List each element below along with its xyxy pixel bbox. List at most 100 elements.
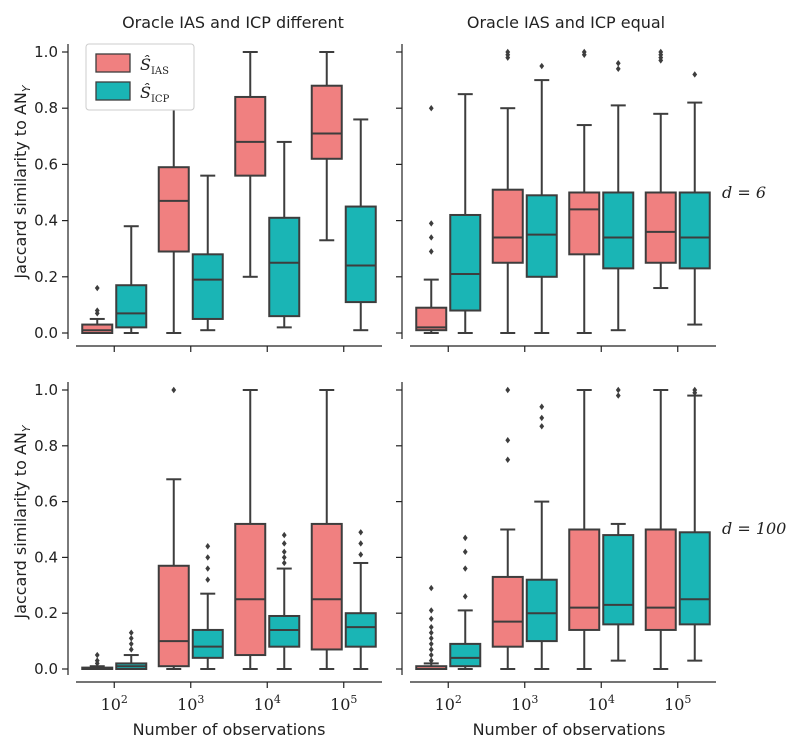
box-body bbox=[525, 578, 558, 643]
outlier-point bbox=[615, 60, 621, 67]
outlier-point bbox=[128, 640, 134, 648]
box-icp-10^2 bbox=[449, 534, 482, 670]
box-icp-10^5 bbox=[344, 118, 377, 332]
x-tick-base: 10 bbox=[177, 695, 197, 714]
y-tick-label: 0.8 bbox=[34, 99, 58, 117]
outlier-point bbox=[462, 593, 468, 600]
x-axis-label-2: Number of observations bbox=[473, 720, 666, 739]
outlier-point bbox=[428, 615, 434, 622]
outlier-point bbox=[505, 437, 511, 444]
box-icp-10^3 bbox=[525, 62, 558, 334]
outlier-point bbox=[615, 65, 621, 73]
x-tick-base: 10 bbox=[664, 695, 684, 714]
outlier-point bbox=[128, 629, 134, 636]
x-tick-exponent: 5 bbox=[684, 693, 691, 706]
box-body bbox=[234, 522, 267, 657]
x-tick-base: 10 bbox=[254, 695, 274, 714]
outlier-point bbox=[171, 386, 177, 394]
box-body bbox=[157, 166, 190, 253]
box-body bbox=[449, 213, 482, 312]
outlier-point bbox=[505, 456, 511, 463]
box-body bbox=[568, 191, 601, 256]
outlier-point bbox=[462, 565, 468, 572]
outlier-point bbox=[281, 531, 287, 539]
box-ias-10^5 bbox=[644, 389, 677, 670]
y-axis-label-1-sub: Y bbox=[20, 84, 33, 92]
box-icp-10^5 bbox=[344, 529, 377, 670]
box-body bbox=[115, 284, 148, 329]
panel-4: 102 103 104 105 bbox=[396, 382, 716, 714]
outlier-point bbox=[428, 651, 434, 659]
x-tick-exponent: 5 bbox=[350, 693, 357, 706]
outlier-point bbox=[428, 248, 434, 255]
outlier-point bbox=[281, 540, 287, 547]
x-tick-exponent: 3 bbox=[531, 693, 538, 706]
box-icp-10^4 bbox=[602, 386, 635, 662]
x-tick-label: 104 bbox=[588, 693, 615, 714]
box-ias-10^2 bbox=[81, 284, 114, 335]
box-ias-10^3 bbox=[491, 386, 524, 670]
outlier-point bbox=[539, 414, 545, 422]
x-tick-exponent: 3 bbox=[197, 693, 204, 706]
y-tick-label: 0.2 bbox=[34, 604, 58, 622]
x-tick-exponent: 4 bbox=[274, 693, 281, 706]
box-ias-10^4 bbox=[234, 389, 267, 670]
box-ias-10^2 bbox=[415, 105, 448, 334]
y-axis-label-1-main: Jaccard similarity to AN bbox=[11, 92, 30, 279]
outlier-point bbox=[428, 646, 434, 653]
box-ias-10^4 bbox=[234, 51, 267, 278]
outlier-point bbox=[615, 386, 621, 394]
box-body bbox=[191, 253, 224, 320]
column-title-1: Oracle IAS and ICP different bbox=[122, 13, 344, 32]
x-tick-base: 10 bbox=[101, 695, 121, 714]
outlier-point bbox=[428, 635, 434, 642]
outlier-point bbox=[281, 548, 287, 556]
box-body bbox=[525, 194, 558, 278]
outlier-point bbox=[428, 105, 434, 112]
outlier-point bbox=[358, 551, 364, 558]
outlier-point bbox=[428, 584, 434, 592]
box-icp-10^5 bbox=[678, 386, 711, 662]
outlier-point bbox=[94, 651, 100, 659]
box-body bbox=[678, 191, 711, 270]
outlier-point bbox=[658, 48, 664, 56]
outlier-point bbox=[505, 386, 511, 394]
legend-swatch-ias bbox=[95, 53, 131, 73]
x-tick-exponent: 4 bbox=[608, 693, 615, 706]
x-tick-label: 104 bbox=[254, 693, 281, 714]
outlier-point bbox=[539, 423, 545, 430]
outlier-point bbox=[539, 62, 545, 70]
y-tick-label: 0.8 bbox=[34, 437, 58, 455]
x-tick-label: 102 bbox=[435, 693, 462, 714]
box-icp-10^3 bbox=[525, 403, 558, 670]
box-body bbox=[678, 531, 711, 626]
y-tick-label: 0.6 bbox=[34, 493, 58, 511]
outlier-point bbox=[94, 657, 100, 664]
outlier-point bbox=[692, 71, 698, 78]
box-body bbox=[157, 564, 190, 668]
outlier-point bbox=[205, 565, 211, 572]
outlier-point bbox=[281, 559, 287, 567]
box-body bbox=[268, 614, 301, 648]
box-body bbox=[81, 323, 114, 335]
box-icp-10^2 bbox=[449, 93, 482, 334]
legend-label-ias-sub: IAS bbox=[151, 66, 169, 77]
box-ias-10^4 bbox=[568, 48, 601, 334]
y-axis-label-2-main: Jaccard similarity to AN bbox=[11, 432, 30, 619]
box-ias-10^5 bbox=[310, 389, 343, 670]
outlier-point bbox=[428, 220, 434, 227]
outlier-point bbox=[205, 543, 211, 550]
panel-2 bbox=[396, 44, 716, 352]
x-tick-base: 10 bbox=[588, 695, 608, 714]
x-tick-label: 102 bbox=[101, 693, 128, 714]
row-label-1: d = 6 bbox=[722, 183, 766, 202]
box-body bbox=[449, 642, 482, 668]
box-body bbox=[344, 612, 377, 648]
box-icp-10^4 bbox=[268, 140, 301, 329]
box-ias-10^3 bbox=[157, 101, 190, 334]
legend-label-icp: ŜICP bbox=[140, 82, 170, 105]
x-tick-label: 103 bbox=[177, 693, 204, 714]
legend-label-icp-sub: ICP bbox=[151, 94, 170, 105]
